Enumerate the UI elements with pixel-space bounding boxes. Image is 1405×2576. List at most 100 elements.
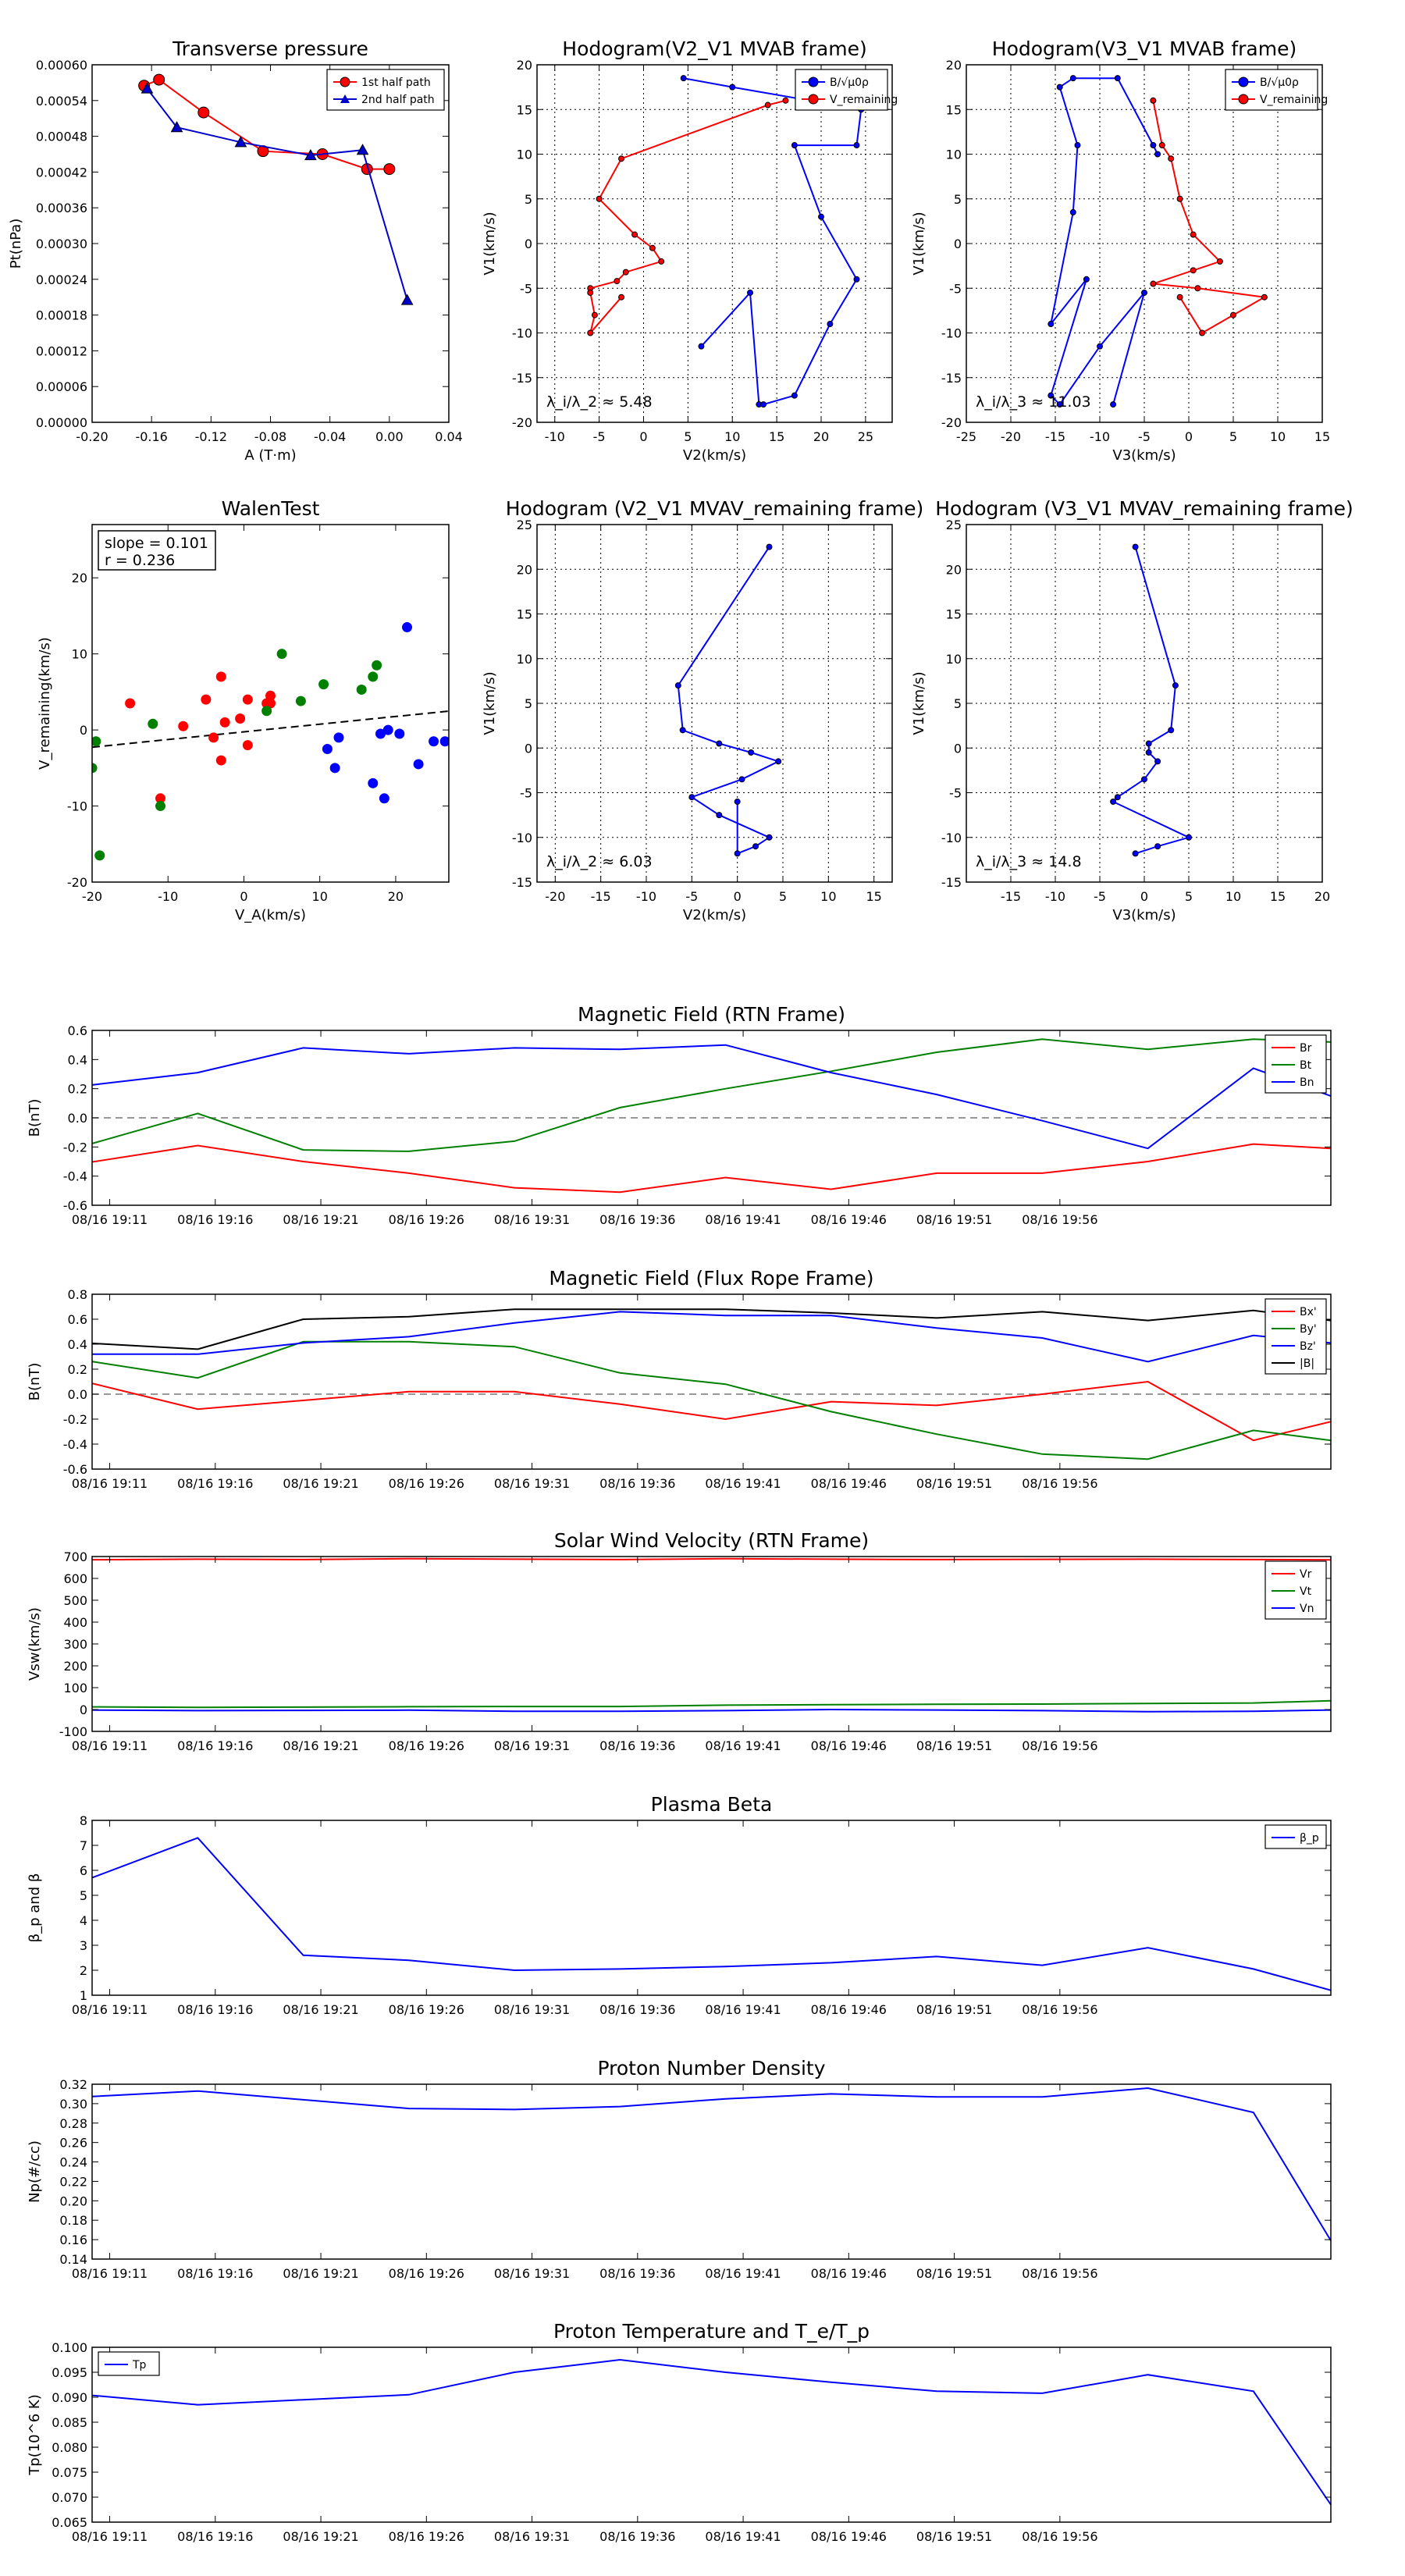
axes-frame	[91, 2347, 1332, 2523]
data-point	[827, 321, 834, 328]
legend-label: B/√μ0ρ	[830, 76, 869, 89]
x-tick-label: 0.04	[435, 429, 463, 444]
annotation-text: r = 0.236	[105, 552, 175, 569]
x-tick-label: 08/16 19:31	[494, 2002, 570, 2017]
x-tick-label: 08/16 19:26	[389, 2529, 464, 2544]
data-point	[178, 720, 189, 731]
x-tick-label: 08/16 19:21	[283, 1212, 358, 1227]
y-tick-label: 15	[946, 102, 962, 117]
y-tick-label: -5	[949, 281, 962, 296]
data-point	[688, 794, 695, 801]
panel-tp: -0.20 -0.16 -0.12 -0.08 -0.04 0.00 0.04 0.00000…	[8, 37, 463, 464]
x-tick-label: 08/16 19:41	[705, 2529, 781, 2544]
data-point	[1074, 142, 1081, 149]
y-tick-label: 15	[946, 607, 962, 622]
data-point	[318, 679, 329, 690]
plot-area	[92, 1038, 1331, 1194]
y-tick-label: 5	[525, 192, 532, 207]
y-tick-label: -15	[512, 371, 532, 386]
data-point	[242, 694, 253, 705]
y-tick-label: 0.00024	[36, 272, 87, 287]
y-tick-label: 10	[946, 148, 962, 162]
legend-marker	[1238, 76, 1249, 87]
legend-label: Vn	[1300, 1603, 1314, 1615]
y-tick-label: 200	[63, 1659, 87, 1674]
legend-label: |B|	[1300, 1357, 1314, 1370]
panel-temp: 08/16 19:11 08/16 19:16 08/16 19:21 08/16 1…	[27, 2320, 1332, 2544]
y-axis-label: V_remaining(km/s)	[37, 637, 53, 770]
legend-box	[795, 69, 888, 111]
data-point	[155, 801, 166, 812]
y-tick-label: -20	[67, 875, 87, 890]
y-tick-label: 25	[946, 518, 962, 532]
data-point	[1056, 84, 1063, 91]
y-tick-label: 10	[517, 148, 532, 162]
panel-vsw: 08/16 19:11 08/16 19:16 08/16 19:21 08/16 1…	[27, 1529, 1332, 1753]
x-tick-label: 08/16 19:36	[599, 1212, 675, 1227]
data-point	[775, 758, 782, 765]
y-tick-label: 0.2	[68, 1082, 87, 1097]
x-tick-label: 0	[240, 889, 247, 904]
data-point	[1114, 794, 1121, 801]
data-point	[439, 736, 449, 747]
plot-area	[92, 1308, 1331, 1461]
x-tick-label: 08/16 19:41	[705, 1476, 781, 1491]
y-tick-label: -10	[941, 326, 962, 341]
axes-frame	[91, 524, 450, 883]
y-tick-label: 0.00054	[36, 94, 87, 109]
x-tick-label: 08/16 19:21	[283, 2002, 358, 2017]
y-tick-label: 0.16	[59, 2233, 87, 2247]
x-tick-label: 08/16 19:46	[811, 1212, 887, 1227]
data-point	[587, 289, 594, 296]
chart-title: WalenTest	[222, 497, 320, 520]
data-point	[1069, 75, 1076, 82]
y-tick-label: 0.8	[68, 1287, 87, 1302]
data-point	[1190, 231, 1197, 238]
data-point	[1048, 392, 1055, 399]
axes-frame	[91, 2083, 1332, 2260]
data-point	[766, 543, 773, 550]
series-b-0--line	[1050, 77, 1158, 406]
x-tick-label: 08/16 19:16	[177, 1738, 253, 1753]
y-tick-label: 5	[954, 696, 962, 711]
annotation-text: λ_i/λ_3 ≈ 11.03	[976, 393, 1091, 411]
x-tick-label: -20	[1001, 429, 1021, 444]
data-point	[1168, 727, 1175, 734]
y-axis-label: V1(km/s)	[911, 212, 927, 275]
x-axis-label: V2(km/s)	[683, 907, 746, 923]
x-tick-label: 08/16 19:26	[389, 1212, 464, 1227]
y-tick-label: 0.4	[68, 1052, 87, 1067]
chart-title: Hodogram (V3_V1 MVAV_remaining frame)	[935, 497, 1353, 520]
chart-title: Hodogram(V3_V1 MVAB frame)	[992, 37, 1297, 60]
plot-area	[587, 75, 865, 408]
data-point	[748, 749, 755, 756]
legend-label: Vr	[1300, 1568, 1312, 1581]
y-tick-label: 0.095	[52, 2365, 87, 2380]
data-point	[170, 121, 183, 133]
x-tick-label: -5	[1138, 429, 1151, 444]
x-tick-label: -5	[593, 429, 606, 444]
data-point	[1145, 749, 1152, 756]
y-tick-label: 0.00030	[36, 237, 87, 251]
x-tick-label: 08/16 19:16	[177, 2266, 253, 2281]
data-point	[734, 850, 741, 857]
series-v-remaining-line	[589, 99, 786, 334]
axes-frame	[536, 524, 893, 883]
y-tick-label: 300	[63, 1637, 87, 1652]
x-tick-label: 08/16 19:46	[811, 2529, 887, 2544]
x-tick-label: 5	[1229, 429, 1237, 444]
legend-label: B/√μ0ρ	[1260, 76, 1299, 89]
y-tick-label: 100	[63, 1681, 87, 1695]
x-tick-label: 08/16 19:21	[283, 1738, 358, 1753]
data-point	[760, 401, 767, 408]
x-tick-label: 10	[1270, 429, 1286, 444]
panel-fluxrope: 08/16 19:11 08/16 19:16 08/16 19:21 08/16 1…	[27, 1267, 1332, 1491]
data-point	[413, 759, 424, 770]
data-point	[429, 736, 439, 747]
data-point	[818, 213, 824, 220]
legend-label: Bt	[1300, 1059, 1312, 1072]
data-point	[368, 671, 379, 682]
y-tick-label: 25	[517, 518, 532, 532]
data-point	[329, 763, 340, 774]
data-point	[596, 195, 603, 202]
